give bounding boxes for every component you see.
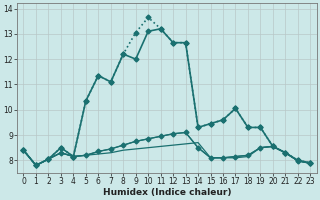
- X-axis label: Humidex (Indice chaleur): Humidex (Indice chaleur): [103, 188, 231, 197]
